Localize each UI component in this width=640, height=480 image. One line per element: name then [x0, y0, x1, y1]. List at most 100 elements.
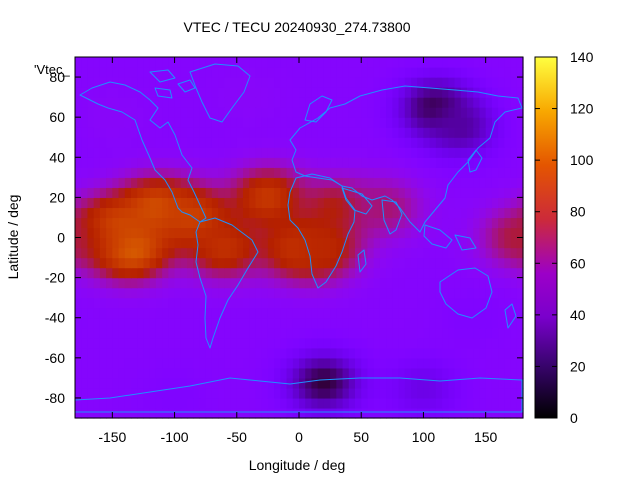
heatmap-cell — [143, 227, 151, 239]
heatmap-cell — [93, 87, 101, 98]
heatmap-cell — [342, 267, 350, 279]
heatmap-cell — [168, 197, 176, 209]
heatmap-cell — [205, 107, 213, 118]
heatmap-cell — [143, 327, 151, 339]
heatmap-cell — [311, 127, 319, 138]
heatmap-cell — [411, 327, 418, 339]
heatmap-cell — [311, 157, 319, 168]
heatmap-cell — [93, 307, 101, 319]
heatmap-cell — [106, 227, 113, 239]
coastline-scandinavia — [304, 95, 333, 123]
heatmap-cell — [361, 77, 369, 88]
heatmap-cell — [392, 247, 400, 259]
heatmap-cell — [435, 127, 443, 138]
heatmap-cell — [498, 297, 505, 309]
heatmap-cell — [137, 227, 145, 239]
heatmap-cell — [292, 397, 300, 409]
heatmap-cell — [367, 287, 375, 299]
heatmap-cell — [124, 357, 132, 369]
heatmap-cell — [205, 117, 213, 128]
heatmap-cell — [243, 197, 250, 209]
heatmap-cell — [261, 247, 269, 259]
heatmap-cell — [460, 337, 468, 349]
heatmap-cell — [187, 317, 194, 329]
heatmap-cell — [137, 287, 145, 299]
heatmap-cell — [417, 357, 425, 369]
heatmap-cell — [448, 317, 456, 329]
heatmap-cell — [411, 317, 418, 329]
heatmap-cell — [317, 167, 325, 178]
heatmap-cell — [168, 167, 176, 178]
heatmap-cell — [155, 97, 163, 108]
heatmap-cell — [348, 87, 356, 98]
heatmap-cell — [342, 287, 350, 299]
heatmap-cell — [348, 107, 356, 118]
heatmap-cell — [174, 147, 182, 158]
heatmap-cell — [224, 227, 232, 239]
heatmap-cell — [137, 277, 145, 289]
heatmap-cell — [118, 57, 126, 68]
heatmap-cell — [112, 257, 120, 269]
heatmap-cell — [311, 217, 319, 229]
heatmap-cell — [491, 67, 499, 78]
heatmap-cell — [417, 57, 425, 68]
y-tick-label: 20 — [49, 189, 65, 205]
heatmap-cell — [255, 117, 263, 128]
heatmap-cell — [174, 87, 182, 98]
heatmap-cell — [292, 247, 300, 259]
heatmap-cell — [373, 57, 381, 68]
heatmap-cell — [75, 337, 82, 349]
heatmap-cell — [330, 317, 337, 329]
heatmap-cell — [180, 337, 188, 349]
heatmap-cell — [155, 397, 163, 409]
heatmap-cell — [286, 117, 294, 128]
heatmap-cell — [99, 97, 107, 108]
heatmap-cell — [417, 317, 425, 329]
heatmap-cell — [373, 307, 381, 319]
heatmap-cell — [199, 367, 207, 379]
heatmap-cell — [236, 317, 244, 329]
heatmap-cell — [404, 87, 412, 98]
heatmap-cell — [193, 217, 201, 229]
heatmap-cell — [423, 177, 431, 188]
heatmap-cell — [218, 77, 225, 88]
heatmap-cell — [467, 227, 474, 239]
heatmap-cell — [311, 227, 319, 239]
heatmap-cell — [479, 257, 487, 269]
heatmap-cell — [112, 227, 120, 239]
heatmap-cell — [491, 297, 499, 309]
heatmap-cell — [193, 397, 201, 409]
heatmap-cell — [81, 387, 89, 399]
heatmap-cell — [112, 247, 120, 259]
heatmap-cell — [180, 67, 188, 78]
heatmap-cell — [292, 177, 300, 188]
heatmap-cell — [373, 297, 381, 309]
heatmap-cell — [510, 347, 518, 359]
heatmap-cell — [330, 187, 337, 198]
heatmap-cell — [286, 387, 294, 399]
heatmap-cell — [199, 357, 207, 369]
heatmap-cell — [404, 77, 412, 88]
heatmap-cell — [423, 217, 431, 229]
heatmap-cell — [367, 117, 375, 128]
heatmap-cell — [392, 227, 400, 239]
heatmap-cell — [211, 357, 219, 369]
heatmap-cell — [131, 137, 138, 148]
heatmap-cell — [336, 157, 344, 168]
heatmap-cell — [367, 57, 375, 68]
heatmap-cell — [498, 287, 505, 299]
heatmap-cell — [224, 377, 232, 389]
heatmap-cell — [504, 277, 512, 289]
heatmap-cell — [386, 237, 393, 249]
heatmap-cell — [243, 87, 250, 98]
heatmap-cell — [342, 367, 350, 379]
heatmap-cell — [255, 317, 263, 329]
heatmap-cell — [199, 107, 207, 118]
heatmap-cell — [75, 107, 82, 118]
heatmap-cell — [348, 67, 356, 78]
heatmap-cell — [174, 287, 182, 299]
heatmap-cell — [516, 87, 524, 98]
heatmap-cell — [193, 267, 201, 279]
heatmap-cell — [467, 67, 474, 78]
